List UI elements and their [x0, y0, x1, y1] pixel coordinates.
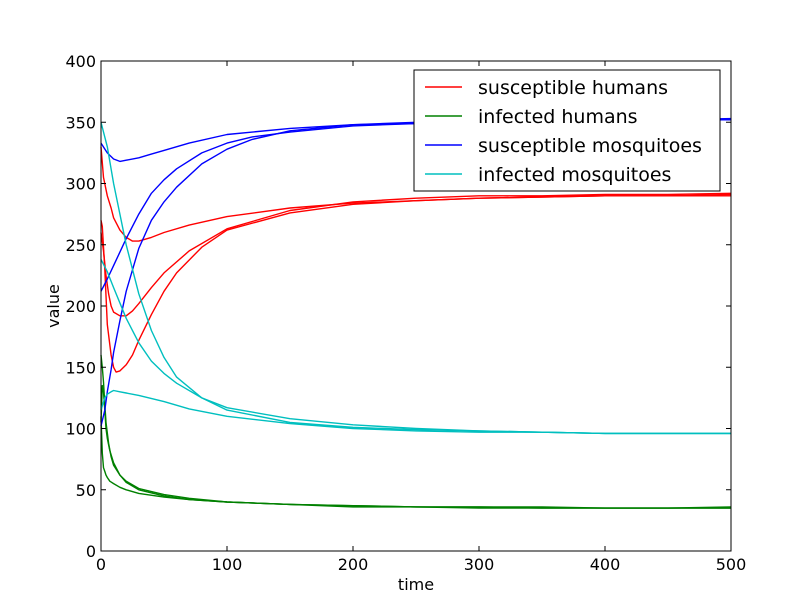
y-tick-label: 150	[65, 358, 96, 377]
legend: susceptible humans infected humans suscept…	[413, 69, 721, 192]
x-tick-label: 500	[716, 555, 747, 574]
y-tick-label: 400	[65, 52, 96, 71]
x-tick-label: 100	[212, 555, 243, 574]
legend-box	[413, 69, 721, 192]
x-tick-label: 300	[464, 555, 495, 574]
series-line-susceptible-humans-1	[100, 192, 732, 317]
y-tick-label: 300	[65, 175, 96, 194]
x-axis-label: time	[398, 575, 434, 594]
legend-label: susceptible mosquitoes	[478, 135, 702, 157]
legend-label: infected mosquitoes	[478, 164, 671, 186]
y-axis-label: value	[44, 284, 63, 328]
legend-label: infected humans	[478, 106, 638, 128]
x-tick-label: 0	[96, 555, 106, 574]
y-tick-label: 50	[76, 481, 96, 500]
y-tick-label: 200	[65, 297, 96, 316]
x-tick-label: 400	[590, 555, 621, 574]
series-line-infected-mosquitoes-11	[100, 389, 731, 435]
y-tick-label: 350	[65, 113, 96, 132]
ticks-layer: 0 100 200 300 400 500 0 50 100 150 200 250 300 350 400	[65, 52, 746, 574]
series-line-infected-humans-5	[100, 416, 732, 509]
y-tick-label: 0	[86, 542, 96, 561]
legend-label: susceptible humans	[478, 77, 668, 99]
x-tick-label: 200	[338, 555, 369, 574]
series-line-susceptible-humans-2	[100, 193, 732, 373]
y-tick-label: 250	[65, 236, 96, 255]
y-tick-label: 100	[65, 420, 96, 439]
